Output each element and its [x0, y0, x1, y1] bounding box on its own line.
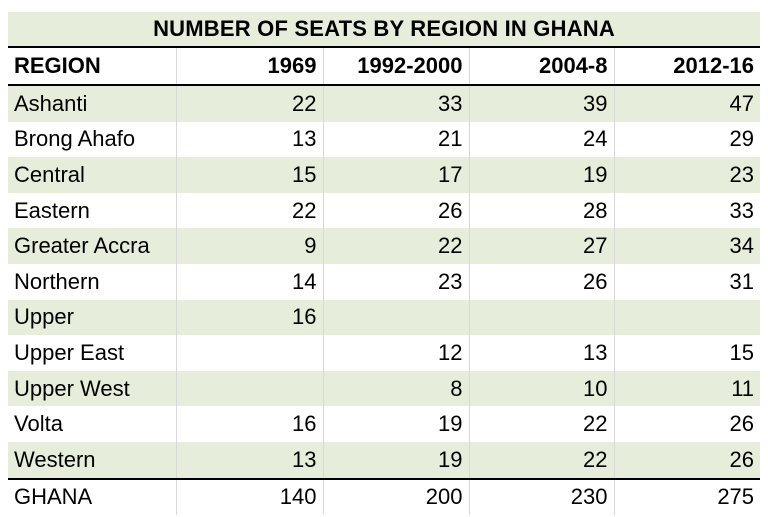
cell-2012-16: 26 — [613, 441, 761, 479]
cell-1992-2000: 19 — [322, 406, 469, 442]
cell-1969: 9 — [175, 228, 323, 264]
cell-2004-8: 10 — [468, 370, 614, 407]
cell-1969 — [175, 335, 323, 371]
total-cell-2012-16: 275 — [613, 477, 761, 516]
seats-by-region-table: NUMBER OF SEATS BY REGION IN GHANA REGIO… — [8, 12, 761, 516]
region-name: Upper West — [8, 370, 176, 407]
cell-1992-2000 — [322, 299, 469, 336]
cell-2004-8: 19 — [468, 157, 614, 193]
cell-2012-16: 26 — [613, 406, 761, 442]
cell-1992-2000: 22 — [322, 228, 469, 264]
total-label: GHANA — [8, 477, 176, 516]
cell-1992-2000: 8 — [322, 370, 469, 407]
total-cell-1992-2000: 200 — [322, 477, 469, 516]
total-cell-2004-8: 230 — [468, 477, 614, 516]
region-name: Volta — [14, 411, 63, 437]
region-name: Northern — [14, 268, 100, 294]
total-cell-1969: 140 — [175, 477, 323, 516]
cell-2012-16 — [613, 299, 761, 336]
cell-1969: 22 — [175, 192, 323, 229]
region-name: Upper East — [14, 339, 125, 365]
column-header-region: REGION — [8, 46, 176, 86]
cell-1992-2000: 26 — [322, 192, 469, 229]
region-name: Eastern — [14, 197, 90, 223]
column-header-1969: 1969 — [175, 46, 323, 86]
region-name: Greater Accra — [8, 228, 176, 264]
table-row: Brong Ahafo 13 21 24 29 — [8, 121, 761, 158]
column-header-2012-16: 2012-16 — [613, 46, 761, 86]
cell-1992-2000: 33 — [322, 85, 469, 122]
table-row: Ashanti 22 33 39 47 — [8, 85, 761, 122]
cell-1969: 16 — [175, 299, 323, 336]
region-name: Upper — [8, 299, 176, 336]
region-name: Central — [8, 157, 176, 193]
cell-2004-8: 22 — [468, 406, 614, 442]
cell-2004-8: 28 — [468, 192, 614, 229]
column-header-1992-2000: 1992-2000 — [322, 46, 469, 86]
table-row: Upper 16 — [8, 299, 761, 336]
total-row: GHANA 140 200 230 275 — [8, 477, 761, 516]
table-title: NUMBER OF SEATS BY REGION IN GHANA — [8, 12, 761, 47]
cell-2004-8: 26 — [468, 263, 614, 300]
region-name: Ashanti — [8, 85, 176, 122]
cell-1992-2000: 23 — [322, 263, 469, 300]
table-row: Volta 16 19 22 26 — [8, 406, 761, 442]
column-header-2004-8: 2004-8 — [468, 46, 614, 86]
table-row: Central 15 17 19 23 — [8, 157, 761, 193]
table-row: Northern 14 23 26 31 — [8, 263, 761, 300]
cell-2004-8: 27 — [468, 228, 614, 264]
table-row: Upper East 12 13 15 — [8, 335, 761, 371]
cell-1992-2000: 12 — [322, 335, 469, 371]
cell-1969: 22 — [175, 85, 323, 122]
seats-table-container: NUMBER OF SEATS BY REGION IN GHANA REGIO… — [8, 12, 761, 516]
cell-2004-8: 39 — [468, 85, 614, 122]
cell-2012-16: 15 — [613, 335, 761, 371]
table-title-row: NUMBER OF SEATS BY REGION IN GHANA — [8, 12, 761, 47]
region-name: Western — [8, 441, 176, 479]
table-header-row: REGION 1969 1992-2000 2004-8 2012-16 — [8, 46, 761, 86]
cell-2004-8: 13 — [468, 335, 614, 371]
cell-2012-16: 33 — [613, 192, 761, 229]
cell-1992-2000: 17 — [322, 157, 469, 193]
cell-2004-8 — [468, 299, 614, 336]
cell-1992-2000: 19 — [322, 441, 469, 479]
cell-1992-2000: 21 — [322, 121, 469, 158]
cell-1969 — [175, 370, 323, 407]
table-row: Eastern 22 26 28 33 — [8, 192, 761, 229]
table-row: Upper West 8 10 11 — [8, 370, 761, 407]
cell-1969: 13 — [175, 441, 323, 479]
cell-2012-16: 23 — [613, 157, 761, 193]
cell-1969: 16 — [175, 406, 323, 442]
cell-1969: 13 — [175, 121, 323, 158]
cell-2012-16: 34 — [613, 228, 761, 264]
cell-1969: 14 — [175, 263, 323, 300]
cell-2012-16: 29 — [613, 121, 761, 158]
cell-2012-16: 47 — [613, 85, 761, 122]
table-row: Western 13 19 22 26 — [8, 441, 761, 479]
table-row: Greater Accra 9 22 27 34 — [8, 228, 761, 264]
cell-2012-16: 31 — [613, 263, 761, 300]
cell-1969: 15 — [175, 157, 323, 193]
cell-2004-8: 24 — [468, 121, 614, 158]
cell-2012-16: 11 — [613, 370, 761, 407]
cell-2004-8: 22 — [468, 441, 614, 479]
region-name: Brong Ahafo — [14, 126, 136, 152]
